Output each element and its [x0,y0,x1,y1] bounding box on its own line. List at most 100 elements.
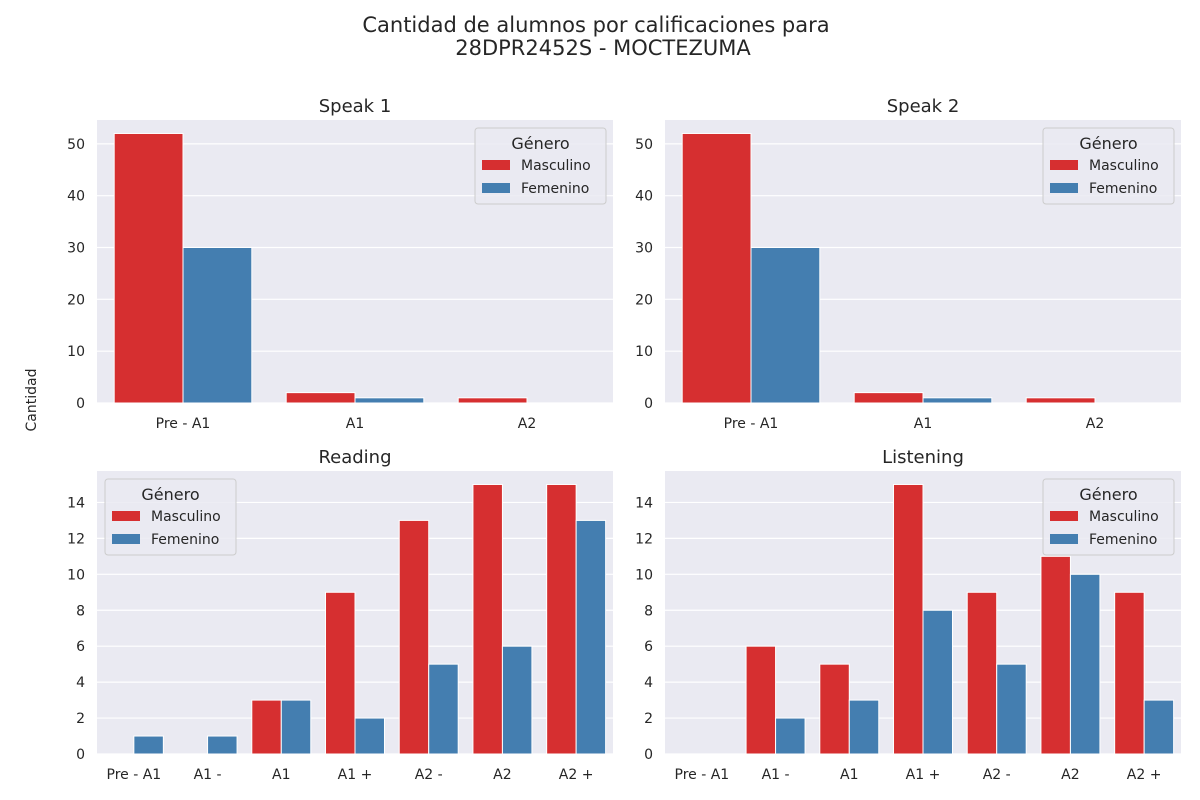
bar-masculino-7 [546,483,577,755]
x-tick-label: A1 [914,416,932,432]
legend: Género Masculino Femenino [104,478,237,556]
legend-swatch-femenino [482,183,510,193]
x-tick-label: A1 + [906,767,941,783]
chart-panel-3: 0 2 4 6 8 10 12 14 Pre - A1 A1 - A1 A1 + A2 - A2 A2 + R… [67,447,613,783]
x-tick-label: A1 [840,767,858,783]
bar-masculino-5 [398,519,430,755]
y-tick-label: 12 [635,531,653,547]
legend-label-masculino: Masculino [1089,509,1159,525]
y-tick-label: 20 [635,292,653,308]
y-axis-label: Cantidad [24,369,40,432]
bar-femenino-2 [354,397,425,404]
bar-masculino-1 [113,132,184,404]
legend-swatch-masculino [112,511,140,521]
panel-title: Speak 2 [887,96,960,117]
bar-femenino-2 [207,735,238,755]
bar-femenino-1 [182,247,253,404]
x-tick-label: A2 - [415,767,443,783]
panel-title: Listening [882,447,964,468]
y-tick-label: 10 [67,567,85,583]
y-tick-label: 4 [76,675,85,691]
legend-swatch-femenino [112,534,140,544]
legend: Género Masculino Femenino [474,127,607,205]
x-tick-label: A2 [493,767,511,783]
x-tick-label: Pre - A1 [724,416,779,432]
x-tick-label: A1 [272,767,290,783]
bar-masculino-5 [966,591,998,755]
x-tick-label: Pre - A1 [675,767,730,783]
y-tick-label: 0 [644,396,653,412]
x-tick-label: A2 [518,416,536,432]
x-tick-label: A2 [1086,416,1104,432]
y-tick-label: 2 [644,711,653,727]
x-tick-label: A1 + [338,767,373,783]
panel-title: Speak 1 [319,96,392,117]
bar-masculino-3 [819,663,850,755]
x-tick-label: A2 + [559,767,594,783]
bar-masculino-6 [472,483,503,755]
bar-femenino-3 [848,699,880,755]
x-tick-label: A1 - [762,767,790,783]
bar-masculino-2 [853,392,924,404]
y-tick-label: 20 [67,292,85,308]
bar-masculino-6 [1040,555,1071,755]
bar-femenino-2 [922,397,993,404]
legend-label-femenino: Femenino [151,532,219,548]
y-tick-label: 14 [635,495,653,511]
y-tick-label: 30 [67,241,85,257]
y-tick-label: 40 [67,189,85,205]
chart-panel-4: 0 2 4 6 8 10 12 14 Pre - A1 A1 - A1 A1 + A2 - A2 A2 + L… [635,447,1181,783]
bar-femenino-1 [133,735,164,755]
y-tick-label: 40 [635,189,653,205]
x-tick-label: Pre - A1 [156,416,211,432]
legend-title: Género [511,134,569,153]
legend-swatch-masculino [482,160,510,170]
y-tick-label: 4 [644,675,653,691]
legend: Género Masculino Femenino [1042,478,1175,556]
legend: Género Masculino Femenino [1042,127,1175,205]
bar-femenino-1 [750,247,821,404]
y-tick-label: 0 [76,747,85,763]
y-tick-label: 0 [644,747,653,763]
panel-title: Reading [318,447,391,468]
chart-panel-1: 0 10 20 30 40 50 Pre - A1 A1 A2 Speak 1 Género Masc… [67,96,613,432]
legend-title: Género [1079,134,1137,153]
y-tick-label: 12 [67,531,85,547]
bar-femenino-3 [280,699,312,755]
x-tick-label: A2 - [983,767,1011,783]
x-tick-label: Pre - A1 [107,767,162,783]
y-tick-label: 10 [67,344,85,360]
bar-masculino-2 [745,645,777,755]
legend-swatch-femenino [1050,534,1078,544]
legend-title: Género [141,485,199,504]
bar-masculino-4 [325,591,356,755]
figure-title-line1: Cantidad de alumnos por calificaciones p… [362,13,829,37]
y-tick-label: 14 [67,495,85,511]
bar-femenino-2 [775,717,806,755]
x-tick-label: A2 + [1127,767,1162,783]
bar-masculino-2 [285,392,356,404]
y-tick-label: 30 [635,241,653,257]
legend-label-masculino: Masculino [521,158,591,174]
bar-femenino-4 [354,717,385,755]
x-tick-label: A1 - [194,767,222,783]
y-tick-label: 6 [76,639,85,655]
legend-label-femenino: Femenino [521,181,589,197]
y-tick-label: 6 [644,639,653,655]
y-tick-label: 10 [635,567,653,583]
bar-femenino-7 [1143,699,1175,755]
x-tick-label: A2 [1061,767,1079,783]
bar-masculino-3 [1025,397,1096,404]
legend-swatch-femenino [1050,183,1078,193]
y-tick-label: 50 [67,137,85,153]
y-tick-label: 8 [644,603,653,619]
legend-label-masculino: Masculino [1089,158,1159,174]
y-tick-label: 0 [76,396,85,412]
bar-masculino-7 [1114,591,1145,755]
y-tick-label: 2 [76,711,85,727]
legend-label-masculino: Masculino [151,509,221,525]
bar-femenino-5 [996,663,1027,755]
bar-masculino-1 [681,132,752,404]
bar-femenino-4 [922,609,953,755]
legend-label-femenino: Femenino [1089,532,1157,548]
